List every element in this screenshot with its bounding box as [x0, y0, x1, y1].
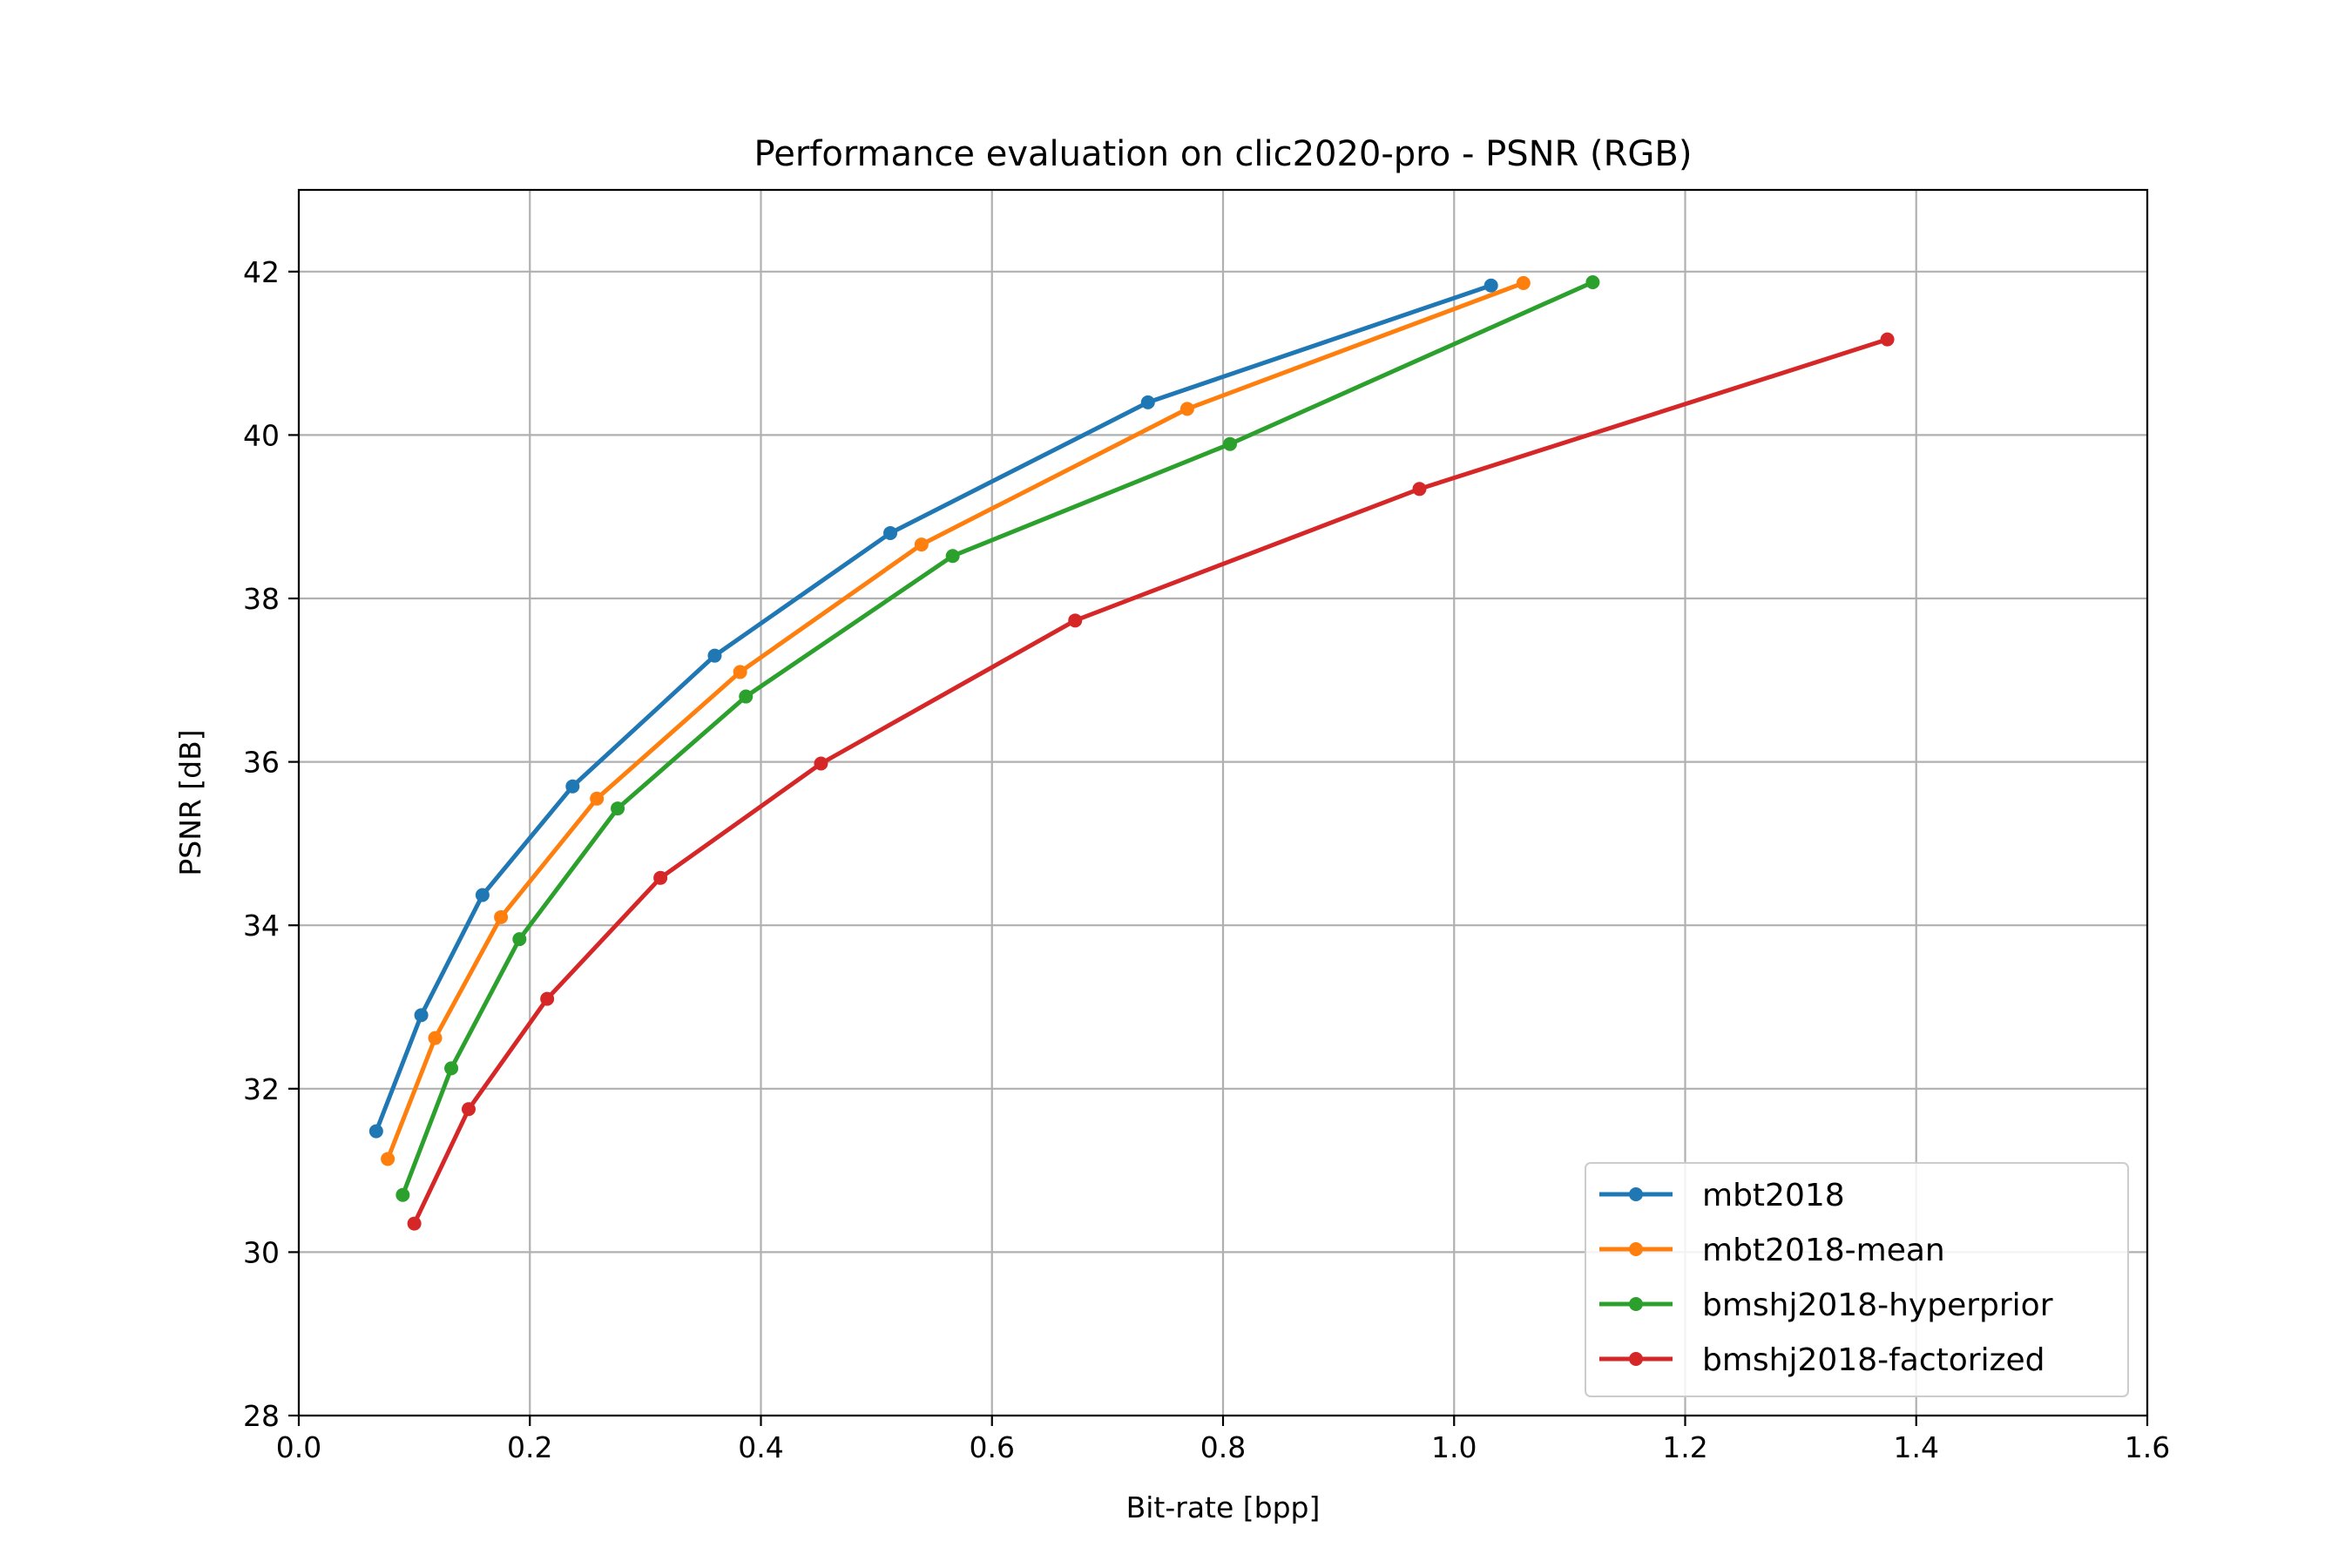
y-axis-title: PSNR [dB] [173, 729, 207, 875]
data-point-mbt2018 [368, 1124, 383, 1139]
legend-marker [1629, 1352, 1643, 1366]
data-point-bmshj2018-factorized [814, 756, 828, 771]
data-point-mbt2018 [883, 525, 898, 540]
legend-label: mbt2018-mean [1702, 1233, 1945, 1268]
chart-title: Performance evaluation on clic2020-pro -… [754, 134, 1693, 174]
x-tick-label: 0.8 [1200, 1430, 1246, 1464]
series-line-bmshj2018-factorized [411, 336, 1890, 1227]
data-point-bmshj2018-factorized [407, 1216, 422, 1231]
y-tick-label: 34 [243, 909, 280, 943]
y-tick-label: 36 [243, 746, 280, 780]
data-point-bmshj2018-hyperprior [739, 689, 754, 704]
data-point-mbt2018 [565, 779, 580, 794]
data-point-bmshj2018-factorized [1880, 332, 1895, 347]
data-point-bmshj2018-factorized [653, 870, 668, 885]
axis-ticks: 0.0 0.2 0.4 0.6 0.8 1.0 1.2 1.4 1.6 28 30 32 34 36 38 4… [243, 255, 2170, 1464]
data-point-bmshj2018-hyperprior [1585, 274, 1600, 289]
data-point-bmshj2018-hyperprior [945, 549, 960, 564]
legend-entry-bmshj2018-factorized: bmshj2018-factorized [1599, 1342, 2044, 1378]
legend-marker [1629, 1187, 1643, 1201]
data-point-bmshj2018-hyperprior [611, 801, 625, 816]
series-line-mbt2018 [373, 282, 1494, 1134]
series-bmshj2018-hyperprior [395, 274, 1600, 1202]
x-tick-label: 1.6 [2125, 1430, 2170, 1464]
data-point-mbt2018-mean [914, 537, 929, 552]
data-point-mbt2018-mean [494, 909, 509, 924]
data-point-mbt2018-mean [428, 1031, 443, 1045]
data-point-bmshj2018-hyperprior [512, 932, 527, 947]
data-point-mbt2018 [475, 888, 490, 902]
series-line-mbt2018-mean [384, 280, 1527, 1162]
y-tick-label: 40 [243, 418, 280, 452]
data-point-mbt2018-mean [1179, 402, 1194, 416]
plot-series [368, 274, 1895, 1231]
legend-entry-mbt2018-mean: mbt2018-mean [1599, 1233, 1945, 1268]
y-tick-label: 38 [243, 582, 280, 616]
legend-label: mbt2018 [1702, 1178, 1845, 1213]
series-line-bmshj2018-hyperprior [400, 279, 1596, 1198]
data-point-bmshj2018-factorized [461, 1102, 476, 1117]
legend-marker [1629, 1297, 1643, 1311]
data-point-mbt2018-mean [1516, 275, 1531, 290]
data-point-bmshj2018-hyperprior [1222, 436, 1237, 451]
series-mbt2018-mean [381, 275, 1531, 1166]
legend-marker [1629, 1242, 1643, 1256]
x-tick-label: 1.0 [1431, 1430, 1477, 1464]
x-tick-label: 0.6 [970, 1430, 1015, 1464]
y-tick-label: 28 [243, 1399, 280, 1433]
series-mbt2018 [368, 278, 1498, 1139]
legend-entry-mbt2018: mbt2018 [1599, 1178, 1845, 1213]
data-point-mbt2018 [707, 648, 722, 663]
x-tick-label: 0.4 [738, 1430, 783, 1464]
y-tick-label: 30 [243, 1235, 280, 1269]
data-point-mbt2018-mean [733, 665, 747, 679]
x-tick-label: 1.4 [1894, 1430, 1939, 1464]
data-point-mbt2018 [414, 1008, 429, 1023]
x-tick-label: 0.0 [276, 1430, 321, 1464]
data-point-bmshj2018-hyperprior [444, 1061, 459, 1076]
legend-entry-bmshj2018-hyperprior: bmshj2018-hyperprior [1599, 1288, 2053, 1323]
series-bmshj2018-factorized [407, 332, 1895, 1231]
data-point-mbt2018 [1140, 395, 1155, 409]
data-point-bmshj2018-factorized [1412, 482, 1427, 497]
data-point-bmshj2018-factorized [1068, 613, 1083, 628]
legend-label: bmshj2018-factorized [1702, 1342, 2044, 1378]
x-tick-label: 1.2 [1662, 1430, 1707, 1464]
data-point-bmshj2018-factorized [540, 991, 555, 1006]
legend: mbt2018 mbt2018-mean bmshj2018-hyperprior b… [1585, 1162, 2129, 1397]
y-tick-label: 32 [243, 1072, 280, 1106]
data-point-mbt2018-mean [381, 1152, 395, 1166]
data-point-mbt2018-mean [590, 791, 605, 806]
legend-label: bmshj2018-hyperprior [1702, 1288, 2053, 1323]
x-axis-title: Bit-rate [bpp] [1126, 1490, 1321, 1524]
data-point-mbt2018 [1484, 278, 1498, 293]
y-tick-label: 42 [243, 255, 280, 289]
x-tick-label: 0.2 [507, 1430, 552, 1464]
legend-box [1585, 1162, 2129, 1397]
data-point-bmshj2018-hyperprior [395, 1187, 410, 1202]
